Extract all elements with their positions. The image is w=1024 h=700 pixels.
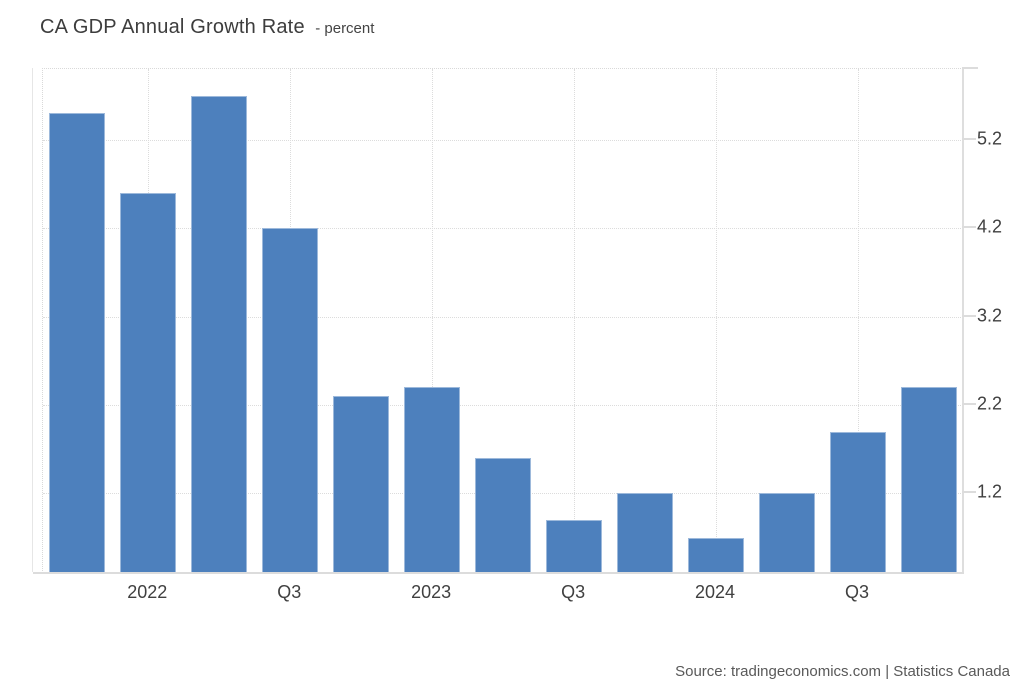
x-axis-tick-label: Q3 [277, 582, 302, 602]
bar[interactable] [49, 113, 106, 573]
chart-title-text: CA GDP Annual Growth Rate [40, 16, 305, 38]
bar[interactable] [191, 95, 248, 573]
y-axis-tick [962, 403, 976, 405]
h-gridline [43, 139, 963, 141]
v-gridline [574, 69, 576, 573]
chart-title-units: - percent [315, 20, 375, 37]
bar[interactable] [759, 493, 815, 573]
source-attribution: Source: tradingeconomics.com | Statistic… [675, 663, 1010, 680]
x-axis-tick-label: 2023 [411, 582, 452, 602]
y-axis-tick-label: 5.2 [977, 128, 1003, 149]
y-axis-tick [962, 137, 976, 140]
v-gridline [432, 69, 434, 573]
h-gridline [43, 405, 963, 406]
v-gridline [716, 69, 718, 573]
y-axis-top-tick [962, 67, 978, 69]
y-axis-line [962, 68, 964, 573]
bar[interactable] [829, 431, 886, 573]
x-axis-line [33, 572, 964, 574]
bar[interactable] [333, 396, 390, 573]
left-axis-line [32, 68, 33, 572]
bar[interactable] [900, 387, 957, 573]
y-axis-tick-label: 2.2 [977, 393, 1003, 414]
bar[interactable] [404, 387, 461, 573]
h-gridline [43, 228, 963, 230]
x-axis-tick-label: Q3 [561, 582, 586, 602]
x-axis-tick-label: 2024 [694, 582, 736, 602]
y-axis-tick-label: 3.2 [977, 305, 1003, 326]
y-axis-tick [962, 226, 976, 229]
chart-title: CA GDP Annual Growth Rate - percent [40, 16, 374, 39]
y-axis-tick-label: 4.2 [977, 216, 1003, 237]
bar[interactable] [617, 493, 674, 573]
bar[interactable] [688, 537, 745, 573]
bar[interactable] [262, 228, 319, 573]
y-axis-tick [962, 491, 976, 494]
h-gridline [43, 316, 963, 318]
y-axis-tick-label: 1.2 [977, 481, 1003, 502]
bar[interactable] [475, 458, 532, 573]
y-axis-tick [962, 314, 976, 317]
bar[interactable] [546, 519, 603, 573]
plot-area [42, 68, 963, 573]
bar[interactable] [120, 192, 177, 573]
x-axis-tick-label: Q3 [844, 582, 869, 602]
x-axis-tick-label: 2022 [127, 582, 168, 602]
v-gridline [857, 69, 859, 573]
